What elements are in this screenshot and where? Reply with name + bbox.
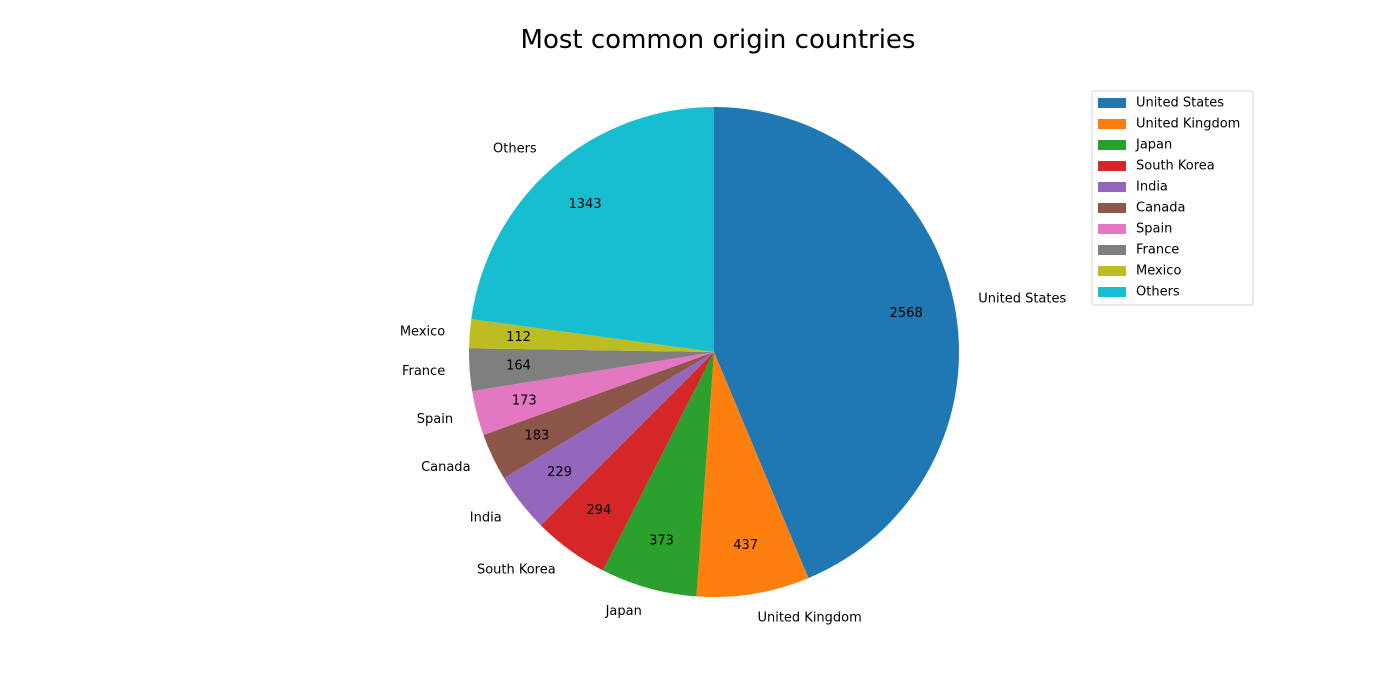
legend-swatch-south-korea: [1098, 161, 1126, 171]
legend-swatch-japan: [1098, 140, 1126, 150]
slice-value-others: 1343: [569, 197, 602, 212]
pie-slices: [469, 107, 959, 597]
pie-slice-united-states: [714, 107, 959, 579]
pie-slice-spain: [472, 352, 714, 435]
slice-label-united-states: United States: [978, 292, 1066, 307]
pie-slice-united-kingdom: [696, 352, 809, 597]
pie-slice-others: [471, 107, 714, 352]
legend-label-south-korea: South Korea: [1136, 159, 1215, 174]
slice-label-united-kingdom: United Kingdom: [757, 610, 861, 625]
slice-value-united-kingdom: 437: [733, 538, 758, 553]
slice-label-others: Others: [493, 142, 537, 157]
pie-slice-south-korea: [540, 352, 714, 571]
pie-slice-japan: [602, 352, 714, 597]
legend-label-india: India: [1136, 180, 1168, 195]
slice-value-india: 229: [547, 465, 572, 480]
legend-swatch-mexico: [1098, 266, 1126, 276]
pie-slice-india: [503, 352, 714, 526]
legend-label-united-states: United States: [1136, 96, 1224, 111]
chart-title: Most common origin countries: [521, 25, 916, 55]
legend-box: [1091, 90, 1254, 306]
slice-label-spain: Spain: [417, 412, 453, 427]
legend-swatch-united-states: [1098, 98, 1126, 108]
legend-label-spain: Spain: [1136, 222, 1172, 237]
slice-value-japan: 373: [649, 533, 674, 548]
slice-label-india: India: [470, 510, 502, 525]
slice-value-labels: 2568 437 373 294 229 183 173 164 112 1343: [506, 197, 923, 553]
pie-slice-canada: [483, 352, 714, 479]
legend-swatch-others: [1098, 287, 1126, 297]
legend-label-japan: Japan: [1135, 138, 1172, 153]
pie-slice-mexico: [469, 319, 714, 352]
slice-value-south-korea: 294: [586, 503, 611, 518]
slice-label-japan: Japan: [605, 604, 642, 619]
legend-label-france: France: [1136, 243, 1179, 258]
legend-swatch-india: [1098, 182, 1126, 192]
legend-label-canada: Canada: [1136, 201, 1185, 216]
legend-label-mexico: Mexico: [1136, 264, 1181, 279]
slice-label-mexico: Mexico: [400, 324, 445, 339]
legend: United States United Kingdom Japan South Ko…: [1091, 90, 1254, 306]
slice-value-france: 164: [506, 359, 531, 374]
slice-value-spain: 173: [512, 394, 537, 409]
legend-swatch-canada: [1098, 203, 1126, 213]
legend-label-others: Others: [1136, 285, 1180, 300]
slice-value-canada: 183: [525, 429, 550, 444]
slice-labels: United States United Kingdom Japan South Ko…: [400, 142, 1067, 626]
slice-label-south-korea: South Korea: [477, 563, 556, 578]
slice-value-united-states: 2568: [890, 306, 923, 321]
slice-label-canada: Canada: [421, 460, 470, 475]
legend-swatch-united-kingdom: [1098, 119, 1126, 129]
pie-slice-france: [469, 348, 714, 392]
legend-swatch-france: [1098, 245, 1126, 255]
legend-swatch-spain: [1098, 224, 1126, 234]
slice-value-mexico: 112: [506, 330, 531, 345]
slice-label-france: France: [402, 364, 445, 379]
legend-label-united-kingdom: United Kingdom: [1136, 117, 1240, 132]
